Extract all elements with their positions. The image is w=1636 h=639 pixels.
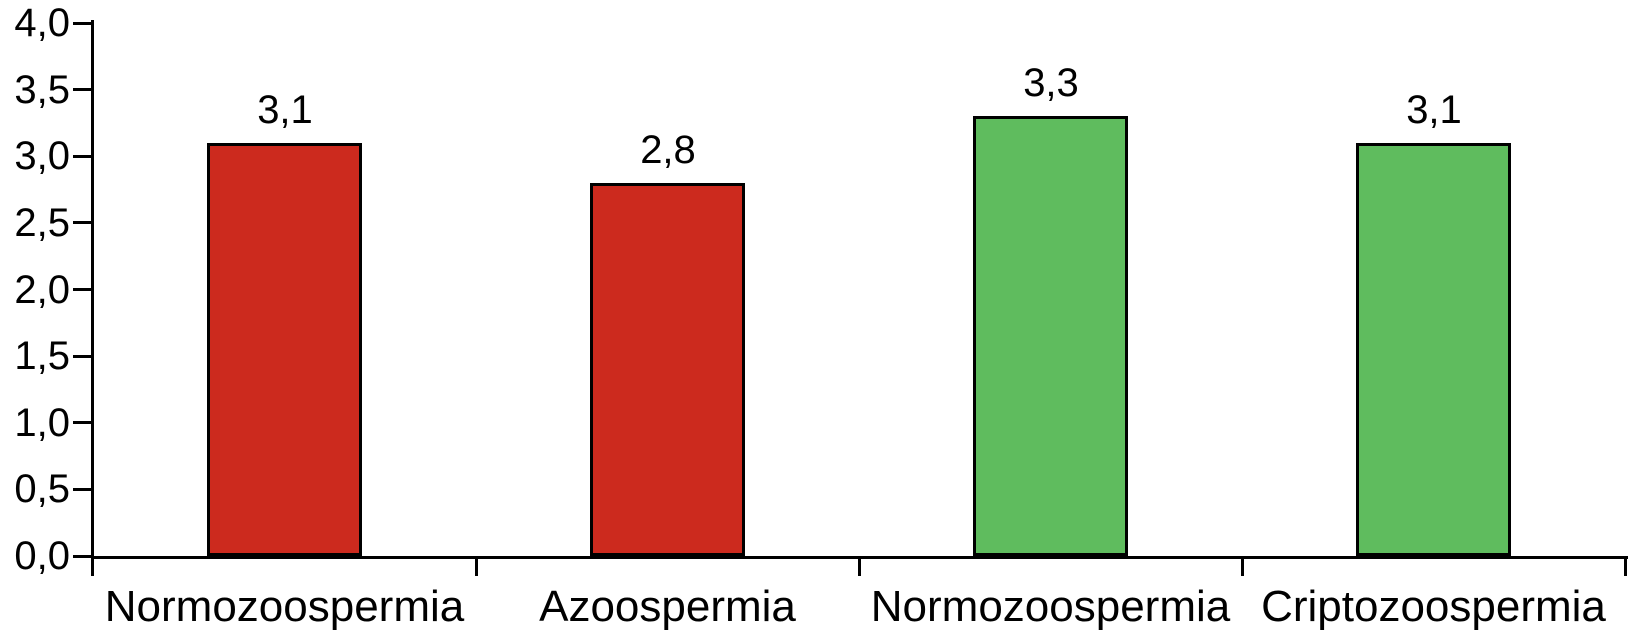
x-tick [1624, 556, 1627, 576]
x-tick [858, 556, 861, 576]
x-tick [475, 556, 478, 576]
y-tick-label: 0,0 [14, 534, 70, 578]
y-tick-label: 0,5 [14, 467, 70, 511]
y-tick-label: 1,5 [14, 334, 70, 378]
y-tick [73, 555, 91, 558]
y-tick [73, 288, 91, 291]
bar-4 [1356, 143, 1511, 556]
bar-1 [207, 143, 362, 556]
y-tick [73, 221, 91, 224]
y-tick [73, 421, 91, 424]
bar-value-label: 3,1 [257, 88, 313, 132]
y-tick [73, 355, 91, 358]
bar-value-label: 3,1 [1406, 88, 1462, 132]
bar-value-label: 3,3 [1023, 61, 1079, 105]
y-axis-line [91, 20, 94, 576]
bar-3 [973, 116, 1128, 556]
y-tick-label: 2,0 [14, 268, 70, 312]
y-tick-label: 2,5 [14, 201, 70, 245]
y-tick [73, 88, 91, 91]
x-category-label: Normozoospermia [104, 582, 465, 631]
x-tick [1241, 556, 1244, 576]
x-category-label: Normozoospermia [870, 582, 1231, 631]
y-tick-label: 3,5 [14, 68, 70, 112]
bar-2 [590, 183, 745, 556]
bar-value-label: 2,8 [640, 128, 696, 172]
x-category-label: Criptozoospermia [1261, 582, 1606, 631]
y-tick [73, 155, 91, 158]
y-tick-label: 4,0 [14, 1, 70, 45]
y-tick-label: 1,0 [14, 401, 70, 445]
y-tick [73, 22, 91, 25]
y-tick-label: 3,0 [14, 134, 70, 178]
y-tick [73, 488, 91, 491]
x-category-label: Azoospermia [539, 582, 796, 631]
